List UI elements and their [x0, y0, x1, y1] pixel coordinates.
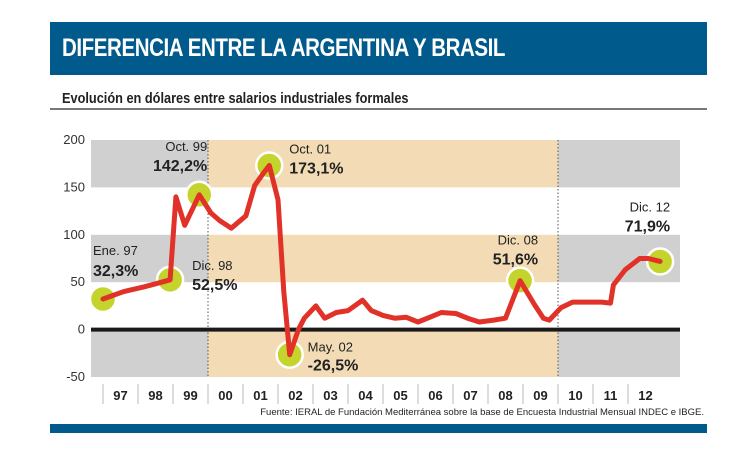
x-tick-label: 98: [148, 388, 162, 403]
annotation-value: 71,9%: [625, 218, 670, 235]
x-tick-label: 97: [113, 388, 127, 403]
period-band: [208, 234, 558, 283]
x-tick-label: 08: [498, 388, 512, 403]
subtitle-rule: [50, 108, 707, 110]
footer-bar: [50, 424, 707, 433]
x-tick-label: 01: [253, 388, 267, 403]
x-tick-label: 03: [323, 388, 337, 403]
annotation-date: Oct. 01: [289, 142, 331, 157]
y-tick-label: 50: [71, 274, 85, 289]
y-tick-label: 200: [63, 132, 85, 147]
x-tick-label: 02: [288, 388, 302, 403]
y-tick-label: 150: [63, 179, 85, 194]
x-tick-label: 04: [358, 388, 373, 403]
y-tick-label: 100: [63, 227, 85, 242]
x-tick-label: 99: [183, 388, 197, 403]
x-tick-label: 12: [638, 388, 652, 403]
chart-title: DIFERENCIA ENTRE LA ARGENTINA Y BRASIL: [62, 34, 506, 62]
annotation-date: Dic. 08: [498, 233, 538, 248]
period-band: [558, 329, 680, 377]
x-tick-label: 00: [218, 388, 232, 403]
annotation-date: May. 02: [308, 340, 353, 355]
annotation-date: Oct. 99: [165, 139, 207, 154]
annotation-value: 142,2%: [153, 158, 207, 175]
y-tick-label: -50: [66, 369, 85, 384]
period-band: [91, 329, 208, 377]
period-band: [558, 140, 680, 188]
x-tick-label: 05: [393, 388, 407, 403]
x-tick-label: 06: [428, 388, 442, 403]
annotation-value: 173,1%: [289, 161, 343, 178]
x-tick-label: 11: [604, 388, 618, 403]
title-bar: DIFERENCIA ENTRE LA ARGENTINA Y BRASIL: [50, 22, 707, 75]
chart-subtitle: Evolución en dólares entre salarios indu…: [62, 90, 409, 107]
source-note: Fuente: IERAL de Fundación Mediterránea …: [260, 407, 704, 418]
x-tick-label: 07: [463, 388, 477, 403]
annotation-date: Ene. 97: [93, 243, 138, 258]
annotations: Ene. 97 32,3% Dic. 98 52,5% Oct. 99 142,2% Oct…: [88, 139, 675, 375]
x-tick-label: 09: [533, 388, 547, 403]
annotation-date: Dic. 98: [192, 258, 232, 273]
annotation-value: 32,3%: [93, 263, 138, 280]
period-bands: [91, 140, 680, 377]
annotation-value: -26,5%: [308, 358, 359, 375]
x-axis: 97 98 99 00 01 02 03 04 05 06 07 08 09 10 11 12: [102, 384, 653, 404]
y-axis: 200 150 100 50 0 -50: [63, 132, 680, 384]
annotation-date: Dic. 12: [630, 199, 670, 214]
period-band: [91, 234, 208, 283]
x-tick-label: 10: [568, 388, 582, 403]
period-band: [208, 329, 558, 377]
annotation-value: 52,5%: [192, 277, 237, 294]
annotation-value: 51,6%: [493, 252, 538, 269]
series-line-path: [100, 163, 663, 358]
y-tick-label: 0: [78, 322, 85, 337]
period-band: [91, 140, 208, 188]
